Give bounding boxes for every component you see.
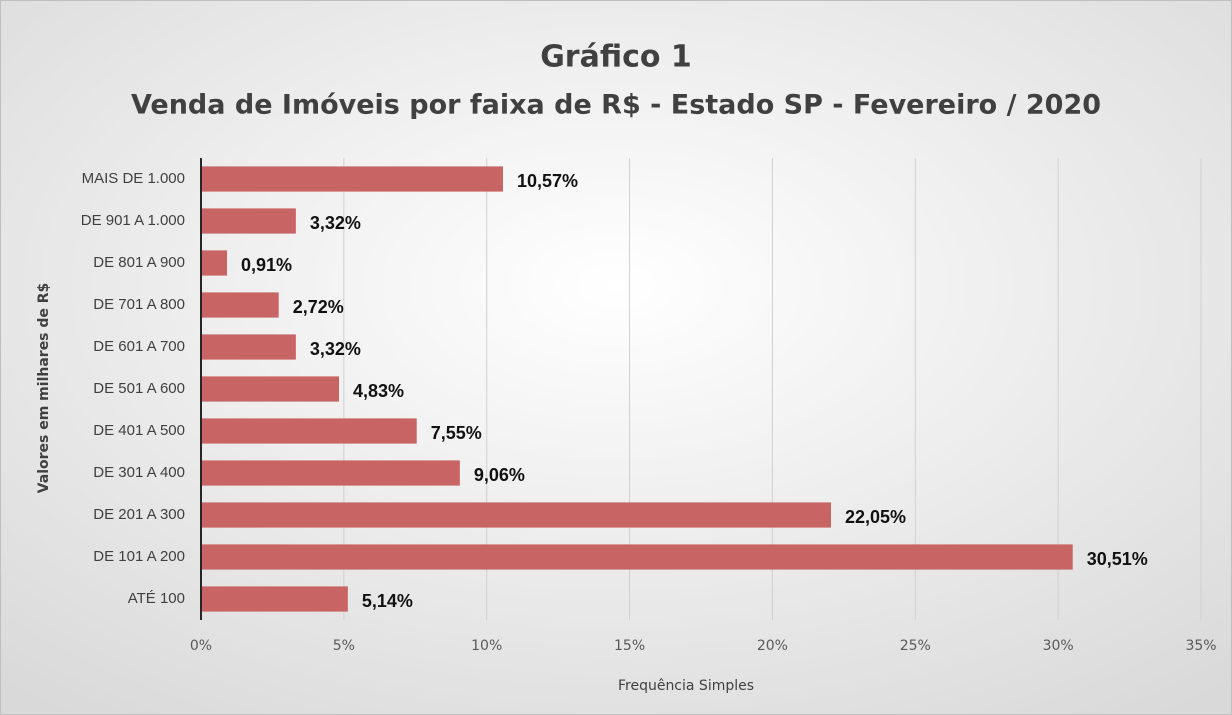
y-tick-label: DE 301 A 400 xyxy=(93,464,185,481)
bar xyxy=(201,418,417,444)
y-tick-label: ATÉ 100 xyxy=(128,590,185,607)
bar xyxy=(201,586,348,612)
bar xyxy=(201,292,279,318)
value-label: 22,05% xyxy=(845,507,906,527)
value-label: 3,32% xyxy=(310,213,361,233)
value-label: 2,72% xyxy=(293,297,344,317)
bar xyxy=(201,250,227,276)
bar xyxy=(201,502,831,528)
x-tick-label: 30% xyxy=(1043,638,1074,654)
chart-title: Gráfico 1 xyxy=(540,40,692,75)
y-tick-label: DE 701 A 800 xyxy=(93,296,185,313)
value-label: 9,06% xyxy=(474,465,525,485)
value-label: 4,83% xyxy=(353,381,404,401)
x-tick-label: 25% xyxy=(900,638,931,654)
x-tick-label: 20% xyxy=(757,638,788,654)
value-label: 5,14% xyxy=(362,591,413,611)
y-axis-label: Valores em milhares de R$ xyxy=(36,283,52,494)
x-tick-label: 0% xyxy=(190,638,212,654)
x-axis-label: Frequência Simples xyxy=(618,678,754,694)
bar xyxy=(201,166,503,192)
y-tick-label: DE 101 A 200 xyxy=(93,548,185,565)
x-tick-label: 15% xyxy=(614,638,645,654)
bar xyxy=(201,544,1073,570)
bar xyxy=(201,208,296,234)
x-tick-label: 35% xyxy=(1185,638,1216,654)
x-tick-label: 5% xyxy=(333,638,355,654)
bar xyxy=(201,334,296,360)
x-tick-label: 10% xyxy=(471,638,502,654)
bar xyxy=(201,376,339,402)
y-tick-label: DE 201 A 300 xyxy=(93,506,185,523)
y-tick-label: DE 601 A 700 xyxy=(93,338,185,355)
y-tick-label: DE 901 A 1.000 xyxy=(81,212,185,229)
value-label: 3,32% xyxy=(310,339,361,359)
chart-subtitle: Venda de Imóveis por faixa de R$ - Estad… xyxy=(131,90,1101,121)
value-label: 30,51% xyxy=(1087,549,1148,569)
y-tick-label: DE 401 A 500 xyxy=(93,422,185,439)
value-label: 10,57% xyxy=(517,171,578,191)
y-tick-label: DE 501 A 600 xyxy=(93,380,185,397)
value-label: 0,91% xyxy=(241,255,292,275)
value-label: 7,55% xyxy=(431,423,482,443)
y-tick-label: DE 801 A 900 xyxy=(93,254,185,271)
bar xyxy=(201,460,460,486)
y-tick-label: MAIS DE 1.000 xyxy=(82,170,185,187)
